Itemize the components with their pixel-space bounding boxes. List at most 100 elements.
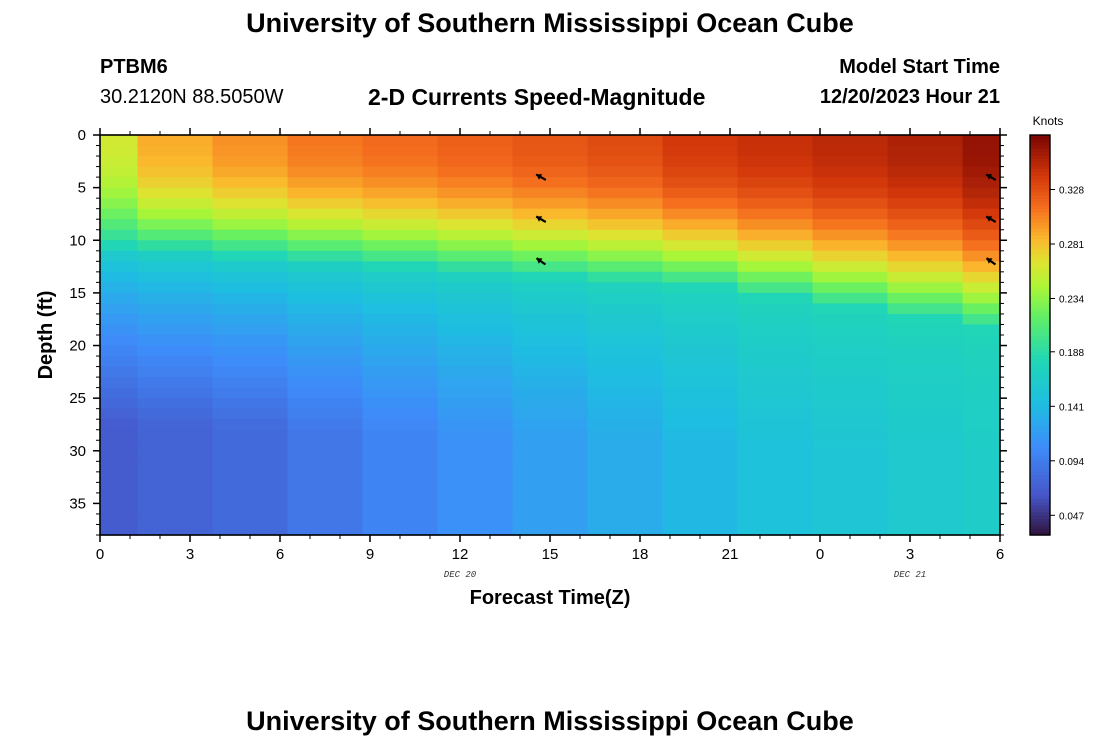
heatmap-cell	[287, 335, 364, 347]
heatmap-cell	[737, 492, 814, 505]
heatmap-cell	[962, 219, 1001, 231]
heatmap-cell	[662, 492, 739, 505]
colorbar-segment	[1030, 335, 1050, 339]
heatmap-cell	[887, 513, 964, 526]
colorbar-segment	[1030, 265, 1050, 269]
heatmap-cells	[100, 135, 1001, 536]
heatmap-cell	[137, 208, 214, 220]
heatmap-cell	[737, 356, 814, 368]
colorbar-segment	[1030, 408, 1050, 413]
colorbar-segment	[1030, 208, 1050, 213]
heatmap-cell	[100, 513, 139, 526]
colorbar-segment	[1030, 158, 1050, 163]
heatmap-cell	[287, 261, 364, 273]
heatmap-cell	[287, 440, 364, 452]
heatmap-cell	[512, 208, 589, 220]
heatmap-cell	[212, 429, 289, 441]
heatmap-cell	[287, 292, 364, 305]
heatmap-cell	[437, 166, 514, 178]
colorbar-segment	[1030, 341, 1050, 346]
heatmap-cell	[737, 208, 814, 220]
heatmap-cell	[212, 208, 289, 220]
heatmap-cell	[437, 387, 514, 399]
x-tick-label: 9	[366, 546, 374, 563]
heatmap-cell	[662, 513, 739, 526]
heatmap-cell	[812, 356, 889, 368]
heatmap-cell	[287, 156, 364, 168]
heatmap-cell	[887, 440, 964, 452]
heatmap-cell	[437, 229, 514, 241]
colorbar-segment	[1030, 201, 1050, 206]
heatmap-cell	[137, 513, 214, 526]
current-vector-arrow	[535, 173, 547, 181]
heatmap-cell	[100, 303, 139, 315]
heatmap-cell	[587, 366, 664, 378]
current-vector-arrow	[535, 215, 547, 223]
current-vector-arrow	[985, 257, 997, 266]
heatmap-cell	[512, 366, 589, 378]
heatmap-cell	[212, 156, 289, 168]
heatmap-cell	[962, 440, 1001, 452]
colorbar-segment	[1030, 155, 1050, 159]
heatmap-cell	[362, 219, 439, 231]
heatmap-cell	[812, 219, 889, 231]
heatmap-cell	[137, 198, 214, 210]
heatmap-cell	[362, 492, 439, 505]
x-tick-label: 12	[452, 546, 469, 563]
heatmap-cell	[812, 366, 889, 378]
colorbar-segment	[1030, 315, 1050, 319]
colorbar-segment	[1030, 415, 1050, 419]
heatmap-cell	[662, 166, 739, 178]
heatmap-cell	[962, 135, 1001, 147]
colorbar-segment	[1030, 178, 1050, 183]
heatmap-cell	[100, 429, 139, 441]
colorbar-segment	[1030, 418, 1050, 423]
heatmap-cell	[737, 419, 814, 431]
heatmap-cell	[100, 335, 139, 347]
heatmap-cell	[812, 513, 889, 526]
colorbar-segment	[1030, 151, 1050, 156]
heatmap-cell	[887, 345, 964, 357]
colorbar-segment	[1030, 171, 1050, 176]
colorbar-segment	[1030, 235, 1050, 239]
heatmap-cell	[100, 271, 139, 283]
heatmap-cell	[737, 503, 814, 515]
heatmap-cell	[137, 492, 214, 505]
heatmap-cell	[512, 450, 589, 462]
heatmap-cell	[962, 419, 1001, 431]
heatmap-cell	[662, 471, 739, 483]
colorbar-segment	[1030, 298, 1050, 303]
heatmap-cell	[212, 145, 289, 157]
heatmap-cell	[812, 482, 889, 494]
heatmap-cell	[962, 198, 1001, 210]
heatmap-cell	[662, 229, 739, 241]
heatmap-cell	[887, 292, 964, 305]
heatmap-cell	[362, 303, 439, 315]
heatmap-cell	[362, 335, 439, 347]
heatmap-cell	[100, 208, 139, 220]
heatmap-cell	[662, 429, 739, 441]
heatmap-cell	[100, 135, 139, 147]
x-tick-label: 3	[186, 546, 194, 563]
heatmap-cell	[287, 503, 364, 515]
heatmap-cell	[587, 303, 664, 315]
y-tick-label: 0	[78, 127, 86, 144]
colorbar-segment	[1030, 205, 1050, 209]
heatmap-cell	[512, 240, 589, 252]
heatmap-cell	[287, 271, 364, 283]
heatmap-cell	[587, 461, 664, 473]
heatmap-cell	[962, 292, 1001, 305]
heatmap-cell	[887, 450, 964, 462]
heatmap-cell	[437, 135, 514, 147]
heatmap-cell	[212, 387, 289, 399]
heatmap-cell	[737, 261, 814, 273]
heatmap-cell	[512, 492, 589, 505]
heatmap-cell	[962, 482, 1001, 494]
y-tick-label: 25	[69, 390, 86, 407]
vector-head	[536, 216, 543, 222]
heatmap-cell	[137, 219, 214, 231]
heatmap-cell	[587, 208, 664, 220]
heatmap-cell	[887, 145, 964, 157]
heatmap-cell	[887, 324, 964, 336]
heatmap-cell	[362, 198, 439, 210]
